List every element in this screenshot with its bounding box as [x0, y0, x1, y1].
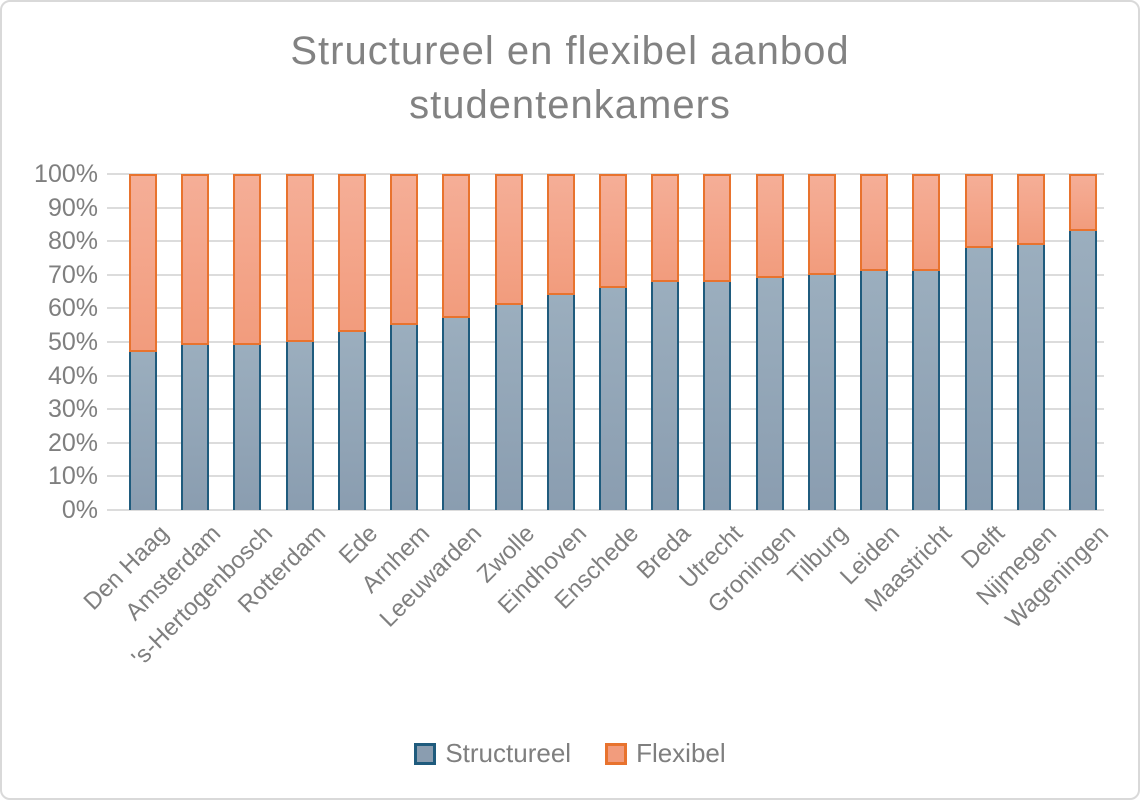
- bar-segment-structureel: [390, 325, 419, 510]
- bar-segment-flexibel: [129, 174, 157, 353]
- bar-segment-structureel: [494, 305, 523, 510]
- bar-segment-structureel: [181, 345, 210, 510]
- chart-title: Structureel en flexibel aanbod studenten…: [2, 24, 1138, 132]
- chart-title-line2: studentenkamers: [409, 83, 731, 127]
- legend: Structureel Flexibel: [2, 738, 1138, 769]
- bar-segment-structureel: [1068, 231, 1097, 510]
- legend-swatch-structureel-icon: [414, 742, 437, 765]
- y-axis-tick-label: 20%: [47, 428, 98, 457]
- legend-item-structureel: Structureel: [414, 738, 571, 769]
- bar-segment-structureel: [337, 331, 366, 510]
- bar-segment-structureel: [860, 271, 889, 510]
- bar-segment-structureel: [807, 274, 836, 510]
- bar-segment-flexibel: [598, 174, 627, 289]
- bar-segment-flexibel: [233, 174, 262, 346]
- bar-segment-flexibel: [442, 174, 471, 319]
- y-axis-tick-label: 10%: [47, 462, 98, 491]
- gridline-0: [107, 509, 1104, 511]
- bar-segment-flexibel: [181, 174, 210, 346]
- bar-segment-flexibel: [964, 174, 993, 248]
- bar-segment-structureel: [285, 342, 314, 510]
- legend-label-flexibel: Flexibel: [636, 738, 726, 768]
- bar-segment-flexibel: [807, 174, 836, 275]
- bar-segment-structureel: [703, 281, 732, 510]
- y-axis-tick-label: 80%: [47, 227, 98, 256]
- bar-segment-flexibel: [390, 174, 419, 326]
- bar-segment-structureel: [912, 271, 941, 510]
- bar-segment-structureel: [1016, 244, 1045, 510]
- legend-swatch-flexibel-icon: [605, 742, 628, 765]
- y-axis-tick-label: 70%: [47, 260, 98, 289]
- legend-label-structureel: Structureel: [445, 738, 572, 768]
- bar-segment-structureel: [233, 345, 262, 510]
- bar-segment-structureel: [651, 281, 680, 510]
- bar-segment-flexibel: [546, 174, 575, 295]
- bar-segment-structureel: [755, 278, 784, 510]
- legend-item-flexibel: Flexibel: [605, 738, 726, 769]
- y-axis-tick-label: 90%: [47, 193, 98, 222]
- bar-segment-structureel: [546, 294, 575, 510]
- bar-segment-flexibel: [912, 174, 941, 272]
- bar-segment-flexibel: [494, 174, 523, 306]
- y-axis-tick-label: 60%: [47, 294, 98, 323]
- y-axis-tick-label: 100%: [34, 160, 98, 188]
- chart-title-line1: Structureel en flexibel aanbod: [290, 29, 850, 73]
- bar-segment-structureel: [598, 288, 627, 510]
- bar-segment-flexibel: [285, 174, 314, 342]
- bar-segment-flexibel: [755, 174, 784, 279]
- y-axis-tick-label: 40%: [47, 361, 98, 390]
- y-axis-tick-label: 50%: [47, 328, 98, 356]
- bar-segment-structureel: [442, 318, 471, 510]
- bar-segment-flexibel: [860, 174, 889, 272]
- bar-segment-structureel: [129, 352, 157, 510]
- y-axis-tick-label: 0%: [61, 496, 98, 524]
- bar-segment-flexibel: [703, 174, 732, 282]
- bar-segment-flexibel: [1016, 174, 1045, 245]
- y-axis-tick-label: 30%: [47, 395, 98, 424]
- bar-segment-flexibel: [651, 174, 680, 282]
- bar-segment-structureel: [964, 247, 993, 510]
- bar-segment-flexibel: [1068, 174, 1097, 232]
- bar-segment-flexibel: [337, 174, 366, 332]
